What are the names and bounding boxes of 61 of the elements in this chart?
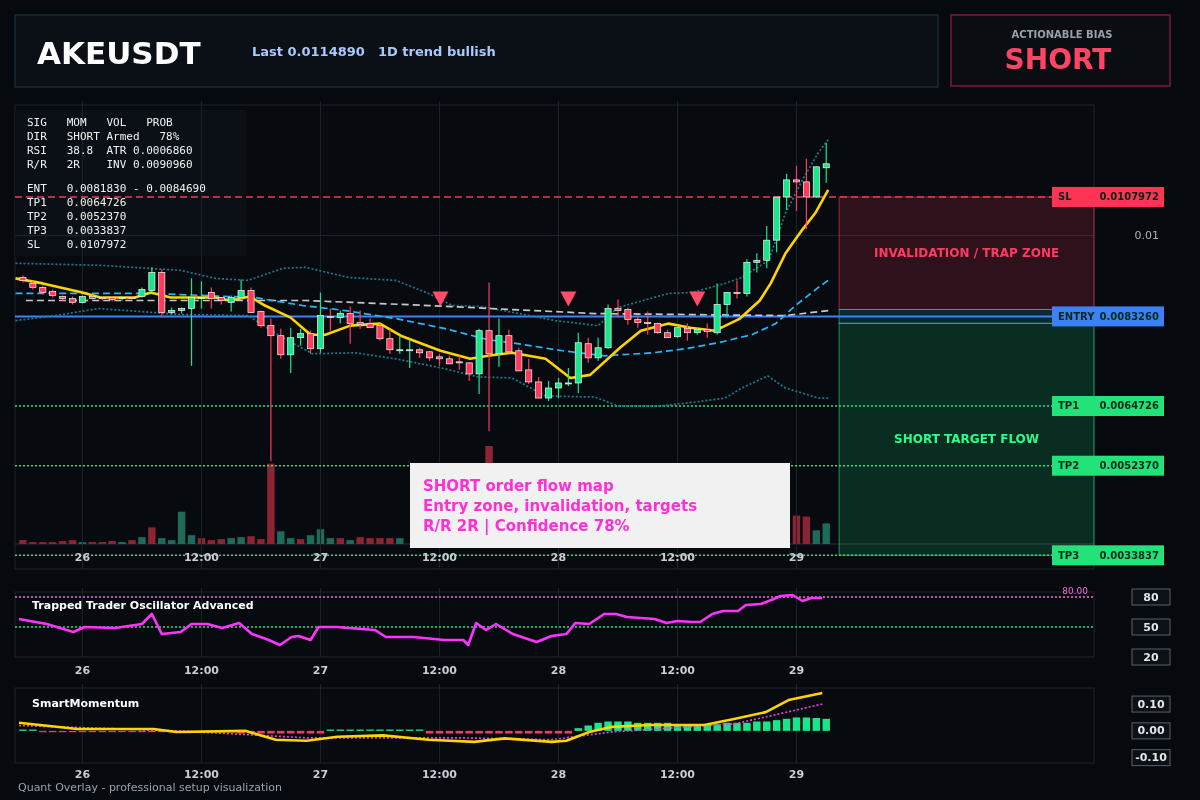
text: Last 0.0114890 [252,44,365,59]
x-tick-label: 29 [788,551,805,564]
y-tick-label: 0.01 [1134,229,1159,242]
annotation: Entry zone, invalidation, targets [423,497,698,515]
x-tick-label: 12:00 [183,768,220,781]
annotation: R/R 2R | Confidence 78% [423,517,630,536]
ref-line-label: TP1 [1058,400,1080,412]
y-tick-label: 0.10 [1137,697,1165,711]
x-tick-label: 28 [550,551,567,564]
annotation: SL 0.0107972 [27,238,127,251]
x-tick-label: 28 [550,664,567,677]
x-tick-label: 27 [312,551,329,564]
text: Quant Overlay - professional setup visualization [18,781,283,794]
band-label: SHORT TARGET FLOW [894,432,1040,447]
annotation: RSI 38.8 ATR 0.0006860 [27,144,193,157]
annotation: DIR SHORT Armed 78% [27,130,180,143]
x-tick-label: 29 [788,768,805,781]
x-tick-label: 26 [74,551,91,564]
text: 1D trend bullish [378,44,496,59]
y-tick-label: 0.0083260 [1099,310,1160,322]
annotation: TP3 0.0033837 [27,224,127,237]
y-tick-label: 20 [1143,650,1159,664]
x-tick-label: 12:00 [421,664,458,677]
text: SHORT [1004,43,1112,76]
y-tick-label: 0.00 [1137,724,1165,738]
x-tick-label: 29 [788,664,805,677]
text: ACTIONABLE BIAS [1011,29,1113,40]
x-tick-label: 12:00 [659,664,696,677]
ref-line-label: ENTRY [1058,310,1096,322]
x-tick-label: 12:00 [659,551,696,564]
annotation: TP1 0.0064726 [27,196,127,209]
annotation: ENT 0.0081830 - 0.0084690 [27,182,206,195]
annotation: SIG MOM VOL PROB [27,116,174,129]
x-tick-label: 26 [74,664,91,677]
annotation: R/R 2R INV 0.0090960 [27,158,193,171]
band-label: INVALIDATION / TRAP ZONE [873,246,1060,261]
y-tick-label: 0.0052370 [1099,460,1160,472]
ref-line-label: TP2 [1058,460,1080,472]
y-tick-label: 0.0064726 [1099,400,1160,412]
x-tick-label: 12:00 [421,768,458,781]
chart-title: AKEUSDT [37,35,201,71]
annotation: TP2 0.0052370 [27,210,127,223]
x-tick-label: 12:00 [183,551,220,564]
x-tick-label: 26 [74,768,91,781]
y-tick-label: 0.0033837 [1099,549,1160,561]
ref-line-label: 80.00 [1062,586,1089,596]
x-tick-label: 28 [550,768,567,781]
annotation: SHORT order flow map [423,477,614,495]
x-tick-label: 12:00 [659,768,696,781]
ref-line-label: TP3 [1058,549,1080,561]
x-tick-label: 12:00 [421,551,458,564]
x-tick-label: 27 [312,664,329,677]
text: SmartMomentum [32,697,140,710]
y-tick-label: -0.10 [1135,751,1168,765]
ref-line-label: SL [1058,191,1073,203]
y-tick-label: 0.0107972 [1099,191,1160,203]
x-tick-label: 27 [312,768,329,781]
y-tick-label: 80 [1143,590,1159,604]
text: Trapped Trader Oscillator Advanced [32,599,254,612]
x-tick-label: 12:00 [183,664,220,677]
y-tick-label: 50 [1143,620,1159,634]
